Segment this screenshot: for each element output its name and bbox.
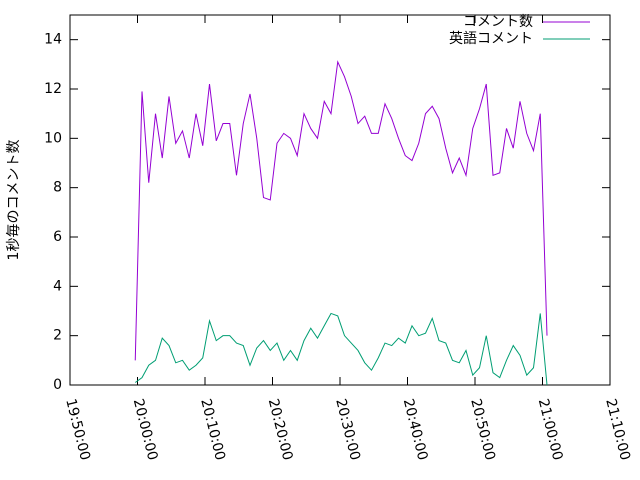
series-line bbox=[134, 60, 548, 361]
x-tick-label: 19:50:00 bbox=[62, 397, 93, 462]
x-tick-label: 21:10:00 bbox=[602, 397, 633, 462]
y-tick-label: 6 bbox=[53, 229, 62, 245]
x-tick-label: 20:20:00 bbox=[265, 397, 296, 462]
y-tick-label: 8 bbox=[53, 180, 62, 196]
x-tick-label: 21:00:00 bbox=[535, 397, 566, 462]
y-tick-label: 2 bbox=[53, 328, 62, 344]
x-tick-label: 20:30:00 bbox=[332, 397, 363, 462]
x-tick-label: 20:10:00 bbox=[197, 397, 228, 462]
y-tick-label: 14 bbox=[44, 32, 62, 48]
legend-label: 英語コメント bbox=[449, 30, 533, 47]
series-line bbox=[134, 312, 548, 386]
plot-frame bbox=[69, 14, 611, 386]
legend-label: コメント数 bbox=[463, 14, 533, 30]
y-tick-label: 0 bbox=[53, 377, 62, 393]
y-tick-label: 4 bbox=[53, 278, 62, 294]
x-tick-label: 20:40:00 bbox=[400, 397, 431, 462]
x-tick-label: 20:00:00 bbox=[130, 397, 161, 462]
x-tick-label: 20:50:00 bbox=[467, 397, 498, 462]
y-tick-label: 12 bbox=[44, 81, 62, 97]
y-tick-label: 10 bbox=[44, 130, 62, 146]
y-axis-label: 1秒毎のコメント数 bbox=[6, 140, 22, 261]
